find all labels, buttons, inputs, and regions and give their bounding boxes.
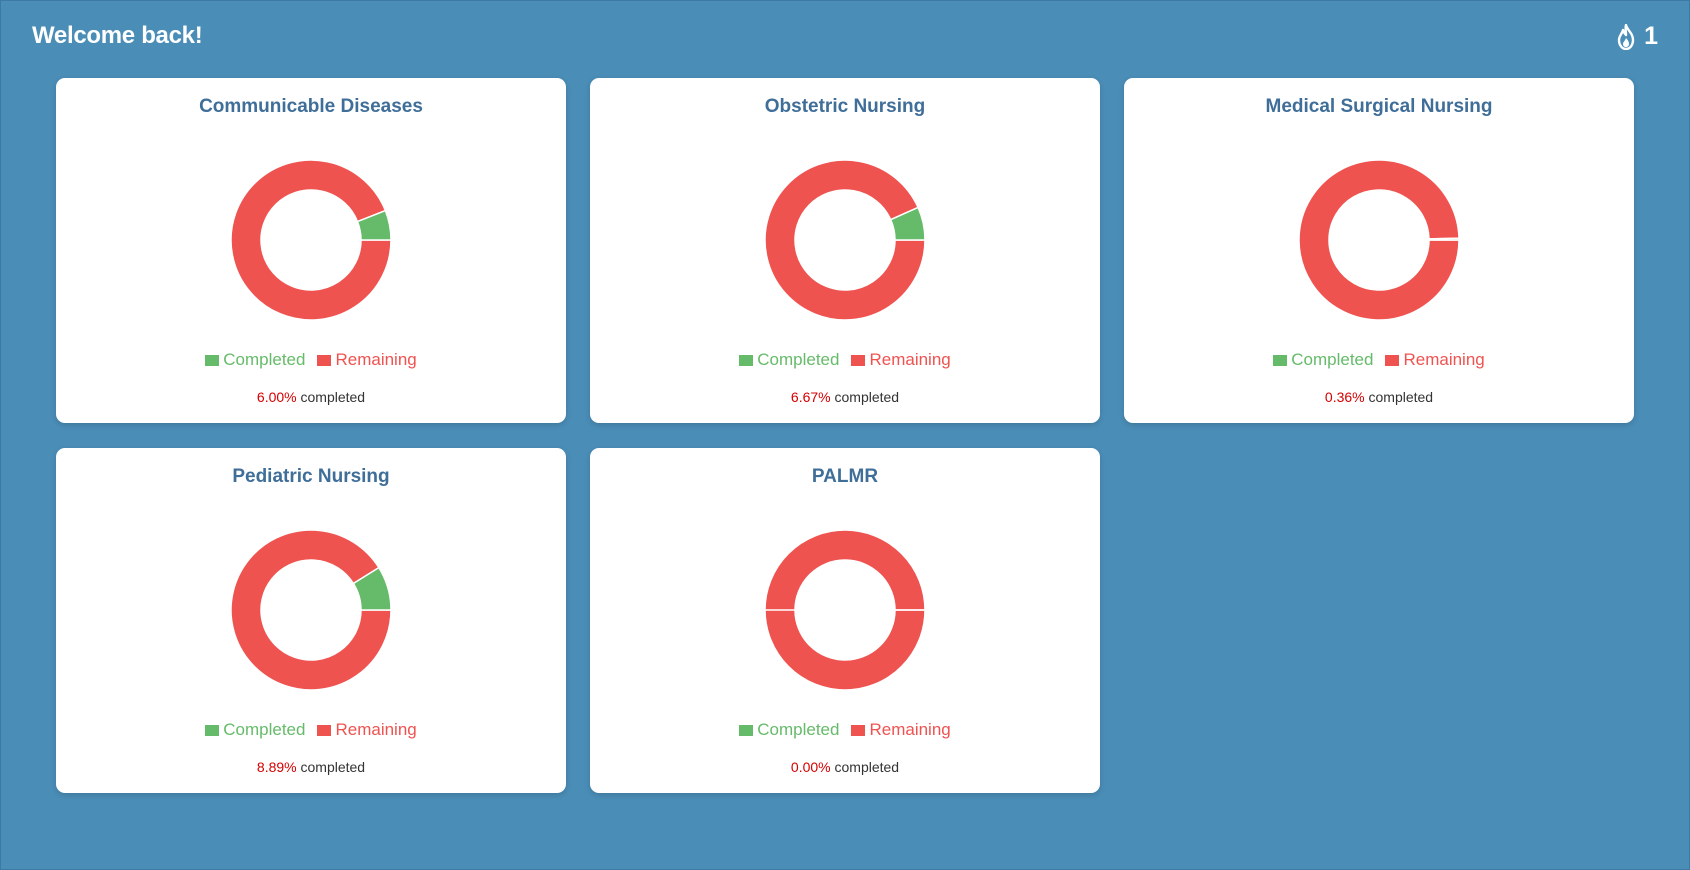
completion-percent: 6.67% — [790, 389, 831, 405]
course-card-medical-surgical-nursing[interactable]: Medical Surgical Nursing Completed Remaini… — [1124, 78, 1634, 423]
completed-suffix: completed — [300, 759, 366, 775]
legend-swatch-remaining — [317, 354, 332, 366]
legend-label-remaining: Remaining — [869, 720, 951, 739]
course-card-communicable-diseases[interactable]: Communicable Diseases Completed Remaining 6… — [56, 78, 566, 423]
completed-segment — [356, 209, 391, 241]
progress-donut-chart — [765, 530, 925, 690]
legend-label-remaining: Remaining — [335, 720, 417, 739]
remaining-segment — [1299, 160, 1459, 320]
chart-legend: Completed Remaining — [590, 720, 1100, 740]
legend-label-completed: Completed — [757, 720, 840, 739]
completion-percent: 8.89% — [256, 759, 297, 775]
legend-label-remaining: Remaining — [335, 350, 417, 369]
chart-legend: Completed Remaining — [1124, 350, 1634, 370]
chart-legend: Completed Remaining — [56, 720, 566, 740]
completion-percent: 0.36% — [1324, 389, 1365, 405]
completed-suffix: completed — [1368, 389, 1434, 405]
legend-label-completed: Completed — [223, 720, 306, 739]
legend-label-completed: Completed — [757, 350, 840, 369]
course-title: Medical Surgical Nursing — [1265, 96, 1493, 117]
progress-donut-chart — [231, 160, 391, 320]
legend-item-remaining[interactable]: Remaining — [317, 350, 417, 370]
course-title: Obstetric Nursing — [764, 96, 926, 117]
completion-percent: 6.00% — [256, 389, 297, 405]
course-card-obstetric-nursing[interactable]: Obstetric Nursing Completed Remaining 6.67%… — [590, 78, 1100, 423]
remaining-segment — [231, 160, 391, 320]
streak-indicator[interactable]: 1 — [1616, 22, 1658, 51]
completed-suffix: completed — [834, 759, 900, 775]
legend-swatch-completed — [205, 724, 220, 736]
legend-label-completed: Completed — [223, 350, 306, 369]
legend-item-completed[interactable]: Completed — [739, 720, 839, 740]
progress-summary: 0.00% completed — [590, 759, 1100, 775]
completed-segment — [889, 206, 925, 241]
welcome-heading: Welcome back! — [32, 22, 203, 49]
progress-donut-chart — [765, 160, 925, 320]
legend-item-completed[interactable]: Completed — [1273, 350, 1373, 370]
legend-swatch-completed — [739, 724, 754, 736]
legend-item-completed[interactable]: Completed — [205, 350, 305, 370]
progress-summary: 0.36% completed — [1124, 389, 1634, 405]
chart-legend: Completed Remaining — [56, 350, 566, 370]
remaining-segment — [231, 530, 391, 690]
remaining-segment — [765, 160, 925, 320]
completed-segment — [352, 566, 391, 611]
legend-swatch-remaining — [851, 724, 866, 736]
header: Welcome back! 1 — [32, 22, 1658, 54]
fire-icon — [1617, 23, 1635, 50]
course-card-palmr[interactable]: PALMR Completed Remaining 0.00% completed — [590, 448, 1100, 793]
progress-donut-chart — [1299, 160, 1459, 320]
legend-label-completed: Completed — [1291, 350, 1374, 369]
remaining-segment — [765, 530, 925, 690]
course-title: Communicable Diseases — [199, 96, 423, 117]
legend-item-completed[interactable]: Completed — [739, 350, 839, 370]
legend-label-remaining: Remaining — [1403, 350, 1485, 369]
legend-swatch-remaining — [851, 354, 866, 366]
completed-suffix: completed — [834, 389, 900, 405]
progress-summary: 6.00% completed — [56, 389, 566, 405]
course-title: PALMR — [811, 466, 879, 487]
progress-summary: 8.89% completed — [56, 759, 566, 775]
legend-item-completed[interactable]: Completed — [205, 720, 305, 740]
legend-item-remaining[interactable]: Remaining — [851, 350, 951, 370]
progress-summary: 6.67% completed — [590, 389, 1100, 405]
course-title: Pediatric Nursing — [232, 466, 390, 487]
progress-donut-chart — [231, 530, 391, 690]
course-grid: Communicable Diseases Completed Remaining 6… — [56, 78, 1634, 793]
legend-swatch-completed — [205, 354, 220, 366]
streak-count: 1 — [1644, 22, 1658, 50]
legend-swatch-remaining — [317, 724, 332, 736]
completion-percent: 0.00% — [790, 759, 831, 775]
completed-suffix: completed — [300, 389, 366, 405]
legend-item-remaining[interactable]: Remaining — [851, 720, 951, 740]
chart-legend: Completed Remaining — [590, 350, 1100, 370]
legend-item-remaining[interactable]: Remaining — [317, 720, 417, 740]
legend-item-remaining[interactable]: Remaining — [1385, 350, 1485, 370]
course-card-pediatric-nursing[interactable]: Pediatric Nursing Completed Remaining 8.89%… — [56, 448, 566, 793]
legend-swatch-completed — [739, 354, 754, 366]
legend-swatch-remaining — [1385, 354, 1400, 366]
legend-label-remaining: Remaining — [869, 350, 951, 369]
legend-swatch-completed — [1273, 354, 1288, 366]
completed-segment — [1428, 237, 1459, 241]
